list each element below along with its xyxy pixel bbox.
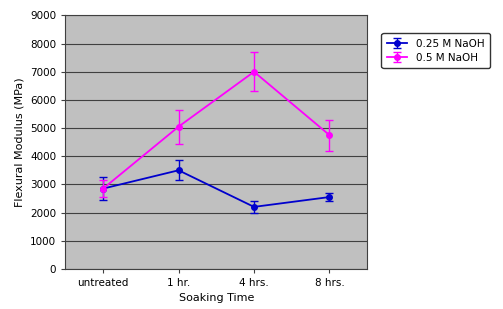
Legend: 0.25 M NaOH, 0.5 M NaOH: 0.25 M NaOH, 0.5 M NaOH — [381, 33, 489, 68]
X-axis label: Soaking Time: Soaking Time — [179, 294, 254, 303]
Y-axis label: Flexural Modulus (MPa): Flexural Modulus (MPa) — [15, 77, 25, 207]
